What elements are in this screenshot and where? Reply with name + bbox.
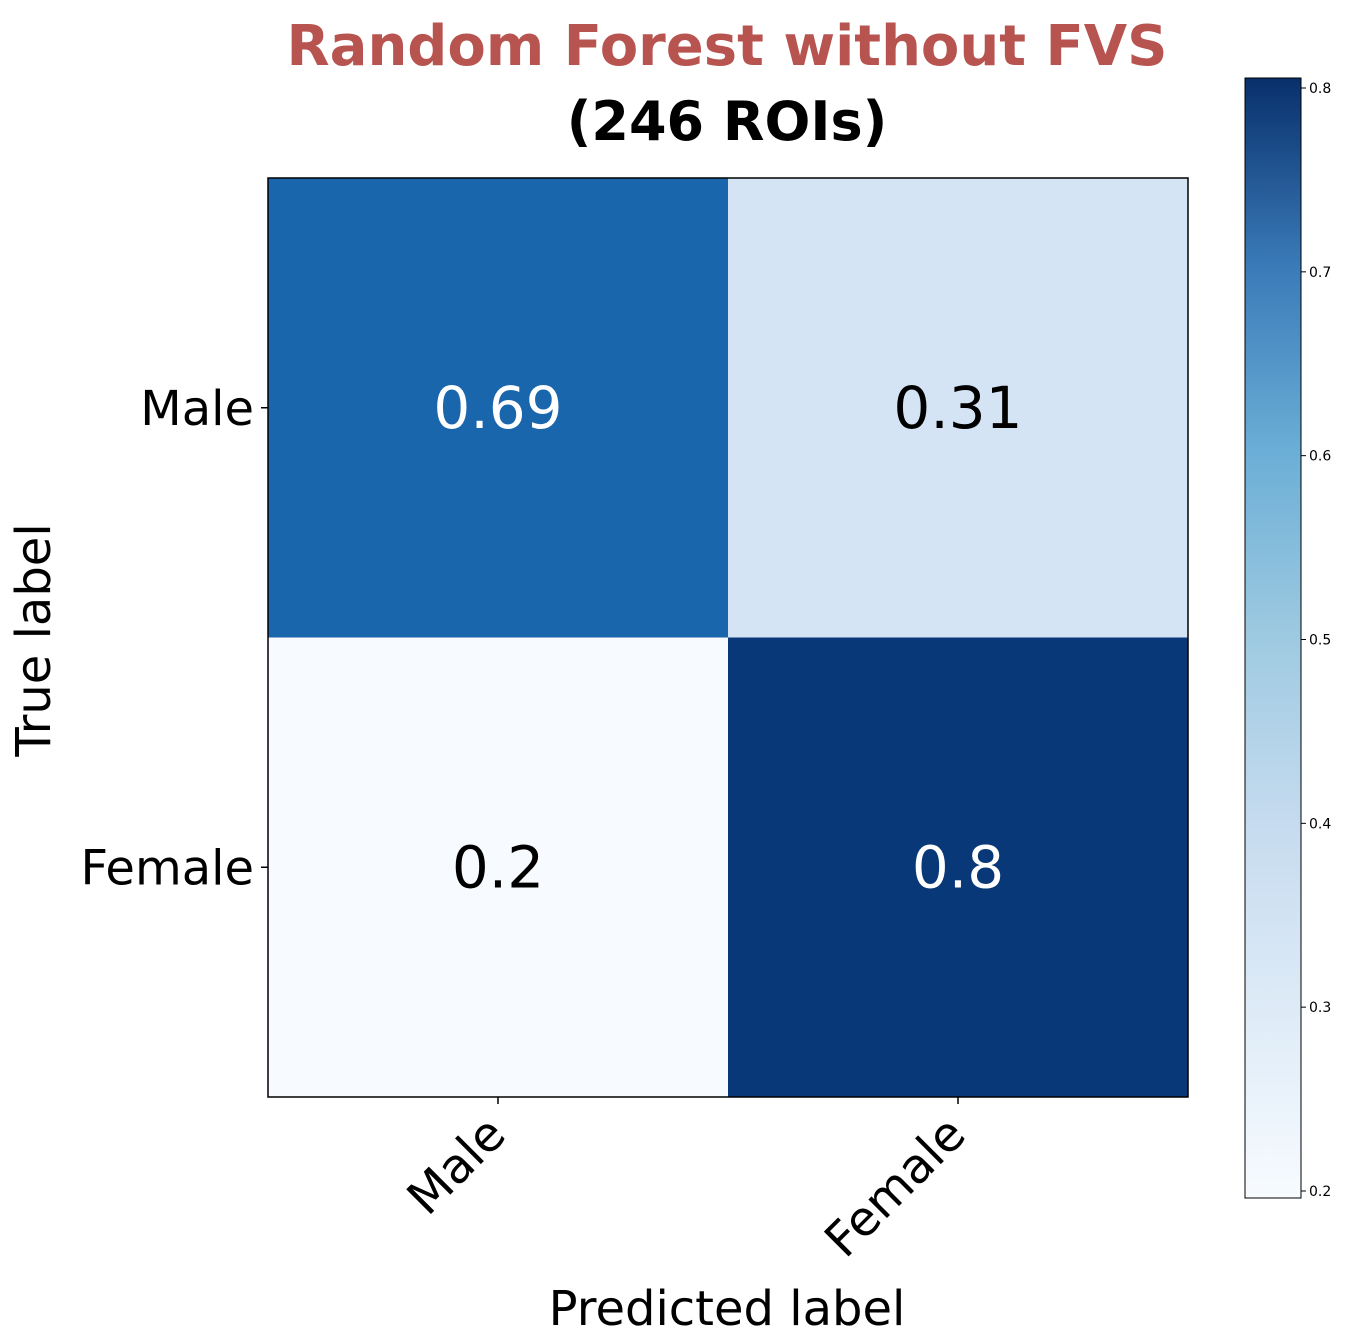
x-axis-label: Predicted label bbox=[549, 1281, 906, 1337]
y-axis-ticks: Male Female bbox=[80, 381, 268, 896]
colorbar-tick-label: 0.3 bbox=[1309, 1000, 1331, 1016]
colorbar bbox=[1244, 77, 1302, 1199]
heatmap-cells bbox=[268, 178, 1189, 1098]
colorbar-tick-label: 0.5 bbox=[1309, 633, 1331, 649]
x-tick-label: Male bbox=[396, 1106, 516, 1226]
colorbar-ticks: 0.2 0.3 0.4 0.5 0.6 0.7 0.8 bbox=[1301, 81, 1331, 1200]
cell-value-label: 0.31 bbox=[893, 374, 1022, 442]
chart-subtitle: (246 ROIs) bbox=[567, 90, 888, 153]
cell-value-label: 0.69 bbox=[433, 374, 562, 442]
cell-value-label: 0.2 bbox=[452, 833, 544, 901]
y-axis-label: True label bbox=[6, 523, 62, 757]
colorbar-tick-label: 0.6 bbox=[1309, 449, 1331, 465]
y-tick-label: Male bbox=[140, 381, 254, 437]
heatmap-cell bbox=[268, 178, 729, 638]
heatmap-cell bbox=[728, 637, 1189, 1098]
colorbar-tick-label: 0.2 bbox=[1309, 1184, 1331, 1200]
x-tick-label: Female bbox=[814, 1106, 976, 1268]
x-axis-ticks: Male Female bbox=[396, 1097, 976, 1268]
colorbar-tick-label: 0.7 bbox=[1309, 265, 1331, 281]
heatmap-cell-labels: 0.69 0.31 0.2 0.8 bbox=[433, 374, 1022, 902]
cell-value-label: 0.8 bbox=[912, 833, 1004, 901]
colorbar-tick-label: 0.8 bbox=[1309, 81, 1331, 97]
heatmap-cell bbox=[268, 637, 729, 1098]
chart-title: Random Forest without FVS bbox=[287, 14, 1168, 79]
y-tick-label: Female bbox=[80, 840, 254, 896]
colorbar-tick-label: 0.4 bbox=[1309, 816, 1331, 832]
heatmap-cell bbox=[728, 178, 1189, 638]
matrix-frame bbox=[267, 177, 1189, 1098]
